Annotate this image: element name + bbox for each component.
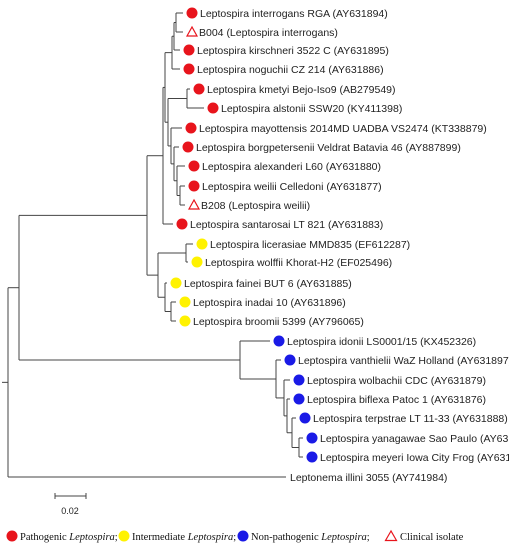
taxon-label: Leptospira kmetyi Bejo-Iso9 (AB279549) bbox=[207, 84, 396, 96]
taxon-label: Leptospira wolffii Khorat-H2 (EF025496) bbox=[205, 257, 392, 269]
taxon-label: Leptospira vanthielii WaZ Holland (AY631… bbox=[298, 355, 509, 367]
taxon-label: Leptospira interrogans RGA (AY631894) bbox=[200, 8, 388, 20]
taxon-label: Leptospira weilii Celledoni (AY631877) bbox=[202, 181, 382, 193]
taxon-label: Leptospira licerasiae MMD835 (EF612287) bbox=[210, 239, 410, 251]
taxon-label: Leptonema illini 3055 (AY741984) bbox=[290, 472, 447, 484]
legend-pathogenic-marker bbox=[6, 530, 18, 542]
pathogenic-marker bbox=[182, 141, 194, 153]
non-pathogenic-marker bbox=[306, 432, 318, 444]
pathogenic-marker bbox=[188, 180, 200, 192]
legend-non-pathogenic-label: Non-pathogenic Leptospira; bbox=[251, 532, 370, 543]
pathogenic-marker bbox=[183, 44, 195, 56]
legend-clinical-triangle-icon bbox=[384, 529, 398, 542]
taxon-label: Leptospira santarosai LT 821 (AY631883) bbox=[190, 219, 383, 231]
taxon-label: Leptospira yanagawae Sao Paulo (AY631882… bbox=[320, 433, 509, 445]
taxon-label: Leptospira broomii 5399 (AY796065) bbox=[193, 316, 364, 328]
legend-pathogenic-label: Pathogenic Leptospira; bbox=[20, 532, 118, 543]
non-pathogenic-marker bbox=[293, 374, 305, 386]
intermediate-marker bbox=[170, 277, 182, 289]
intermediate-marker bbox=[196, 238, 208, 250]
taxon-label: Leptospira fainei BUT 6 (AY631885) bbox=[184, 278, 352, 290]
tree-branches bbox=[2, 12, 303, 478]
pathogenic-marker bbox=[193, 83, 205, 95]
pathogenic-marker bbox=[186, 7, 198, 19]
taxon-label: B004 (Leptospira interrogans) bbox=[199, 27, 338, 39]
clinical-isolate-triangle-icon bbox=[187, 198, 201, 210]
intermediate-marker bbox=[179, 315, 191, 327]
non-pathogenic-marker bbox=[299, 412, 311, 424]
taxon-label: B208 (Leptospira weilii) bbox=[201, 200, 310, 212]
legend: Pathogenic Leptospira; Intermediate Lept… bbox=[6, 529, 464, 543]
taxon-label: Leptospira mayottensis 2014MD UADBA VS24… bbox=[199, 123, 487, 135]
intermediate-marker bbox=[191, 256, 203, 268]
pathogenic-marker bbox=[188, 160, 200, 172]
non-pathogenic-marker bbox=[284, 354, 296, 366]
scale-bar: 0.02 bbox=[54, 493, 87, 516]
legend-intermediate-marker bbox=[118, 530, 130, 542]
taxon-label: Leptospira inadai 10 (AY631896) bbox=[193, 297, 346, 309]
taxon-label: Leptospira terpstrae LT 11-33 (AY631888) bbox=[313, 413, 508, 425]
pathogenic-marker bbox=[185, 122, 197, 134]
taxon-label: Leptospira alstonii SSW20 (KY411398) bbox=[221, 103, 402, 115]
intermediate-marker bbox=[179, 296, 191, 308]
pathogenic-marker bbox=[176, 218, 188, 230]
pathogenic-marker bbox=[207, 102, 219, 114]
tree-leaves: Leptospira interrogans RGA (AY631894) B00… bbox=[170, 7, 509, 484]
taxon-label: Leptospira alexanderi L60 (AY631880) bbox=[202, 161, 381, 173]
legend-clinical-label: Clinical isolate bbox=[400, 532, 464, 543]
legend-intermediate-label: Intermediate Leptospira; bbox=[132, 532, 236, 543]
taxon-label: Leptospira borgpetersenii Veldrat Batavi… bbox=[196, 142, 461, 154]
taxon-label: Leptospira idonii LS0001/15 (KX452326) bbox=[287, 336, 476, 348]
legend-non-pathogenic-marker bbox=[237, 530, 249, 542]
taxon-label: Leptospira noguchii CZ 214 (AY631886) bbox=[197, 64, 384, 76]
clinical-isolate-triangle-icon bbox=[185, 25, 199, 37]
taxon-label: Leptospira biflexa Patoc 1 (AY631876) bbox=[307, 394, 486, 406]
non-pathogenic-marker bbox=[293, 393, 305, 405]
taxon-label: Leptospira kirschneri 3522 C (AY631895) bbox=[197, 45, 389, 57]
taxon-label: Leptospira wolbachii CDC (AY631879) bbox=[307, 375, 486, 387]
pathogenic-marker bbox=[183, 63, 195, 75]
scale-bar-label: 0.02 bbox=[61, 506, 79, 516]
non-pathogenic-marker bbox=[306, 451, 318, 463]
non-pathogenic-marker bbox=[273, 335, 285, 347]
taxon-label: Leptospira meyeri Iowa City Frog (AY6318… bbox=[320, 452, 509, 464]
